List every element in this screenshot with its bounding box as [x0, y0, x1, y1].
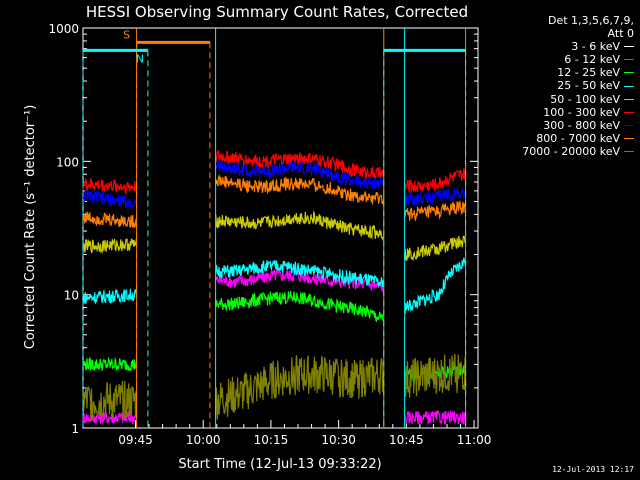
series-line [82, 288, 138, 305]
x-tick-label: 10:45 [389, 433, 424, 447]
legend-entry-label: 800 - 7000 keV [536, 131, 620, 145]
legend-header-line-1: Det 1,3,5,6,7,9, [547, 14, 634, 27]
x-axis-label: Start Time (12-Jul-13 09:33:22) [178, 457, 381, 472]
x-tick-label: 10:00 [186, 433, 221, 447]
legend-swatch [624, 85, 634, 87]
x-tick-label: 09:45 [118, 433, 153, 447]
legend-entry: 50 - 100 keV [484, 93, 634, 106]
series-line [82, 211, 138, 228]
series-line [215, 269, 385, 293]
flag-bar-label: N [136, 52, 144, 65]
plot-layer: 09:45 10:00 10:15 10:30 10:45 11:00 1 10 100 1000… [48, 22, 491, 447]
y-axis-label: Corrected Count Rate (s⁻¹ detector⁻¹) [23, 105, 38, 350]
y-tick-label: 10 [64, 289, 79, 303]
series-line [215, 210, 385, 241]
legend-entry-label: 7000 - 20000 keV [522, 144, 620, 158]
plot-frame [82, 27, 479, 429]
legend-swatch [624, 46, 634, 48]
series-line [404, 353, 467, 399]
legend-entry: 12 - 25 keV [484, 66, 634, 79]
legend-entry: 3 - 6 keV [484, 40, 634, 53]
series-line [404, 200, 467, 222]
x-tick-label: 10:15 [254, 433, 289, 447]
legend: Det 1,3,5,6,7,9, Att 0 3 - 6 keV 6 - 12 k… [484, 14, 634, 158]
series-line [215, 159, 385, 190]
legend-entry-label: 50 - 100 keV [550, 92, 620, 106]
series-line [404, 410, 467, 426]
x-tick-label: 10:30 [321, 433, 356, 447]
series-line [82, 380, 138, 421]
legend-entry-label: 25 - 50 keV [557, 79, 620, 93]
legend-entry: 800 - 7000 keV [484, 132, 634, 145]
series-line [82, 237, 138, 254]
series-line [215, 150, 385, 180]
legend-rows: 3 - 6 keV 6 - 12 keV 12 - 25 keV 25 - 50 ke… [484, 40, 634, 158]
series-line [82, 178, 138, 195]
series-line [215, 173, 385, 205]
legend-entry: 100 - 300 keV [484, 106, 634, 119]
legend-swatch [624, 59, 634, 61]
legend-entry-label: 100 - 300 keV [543, 105, 620, 119]
series-line [215, 291, 385, 343]
timestamp: 12-Jul-2013 12:17 [552, 465, 634, 474]
legend-entry-label: 6 - 12 keV [564, 53, 620, 67]
legend-swatch [624, 150, 634, 152]
x-tick-label: 11:00 [457, 433, 492, 447]
y-tick-label: 1 [71, 422, 79, 436]
legend-header-line-2: Att 0 [607, 27, 634, 41]
legend-entry: 6 - 12 keV [484, 53, 634, 66]
legend-entry-label: 300 - 800 keV [543, 118, 620, 132]
series-line [82, 189, 138, 210]
legend-swatch [624, 111, 634, 113]
legend-swatch [624, 124, 634, 126]
series-line [215, 291, 385, 323]
legend-swatch [624, 137, 634, 139]
y-tick-label: 100 [56, 155, 79, 169]
series-line [404, 187, 467, 206]
legend-entry: 7000 - 20000 keV [484, 145, 634, 158]
series-line [404, 257, 467, 315]
legend-swatch [624, 98, 634, 100]
flag-bar-label: S [123, 28, 130, 41]
series-line [82, 356, 138, 372]
y-tick-label: 1000 [48, 22, 79, 36]
legend-entry: 300 - 800 keV [484, 119, 634, 132]
legend-entry-label: 3 - 6 keV [571, 40, 620, 54]
series-line [404, 235, 466, 262]
series-line [404, 168, 467, 193]
legend-entry: 25 - 50 keV [484, 79, 634, 92]
legend-entry-label: 12 - 25 keV [557, 66, 620, 80]
series-line [215, 259, 385, 288]
legend-swatch [624, 72, 634, 74]
chart-title: HESSI Observing Summary Count Rates, Cor… [86, 3, 468, 21]
series-line [215, 355, 385, 420]
